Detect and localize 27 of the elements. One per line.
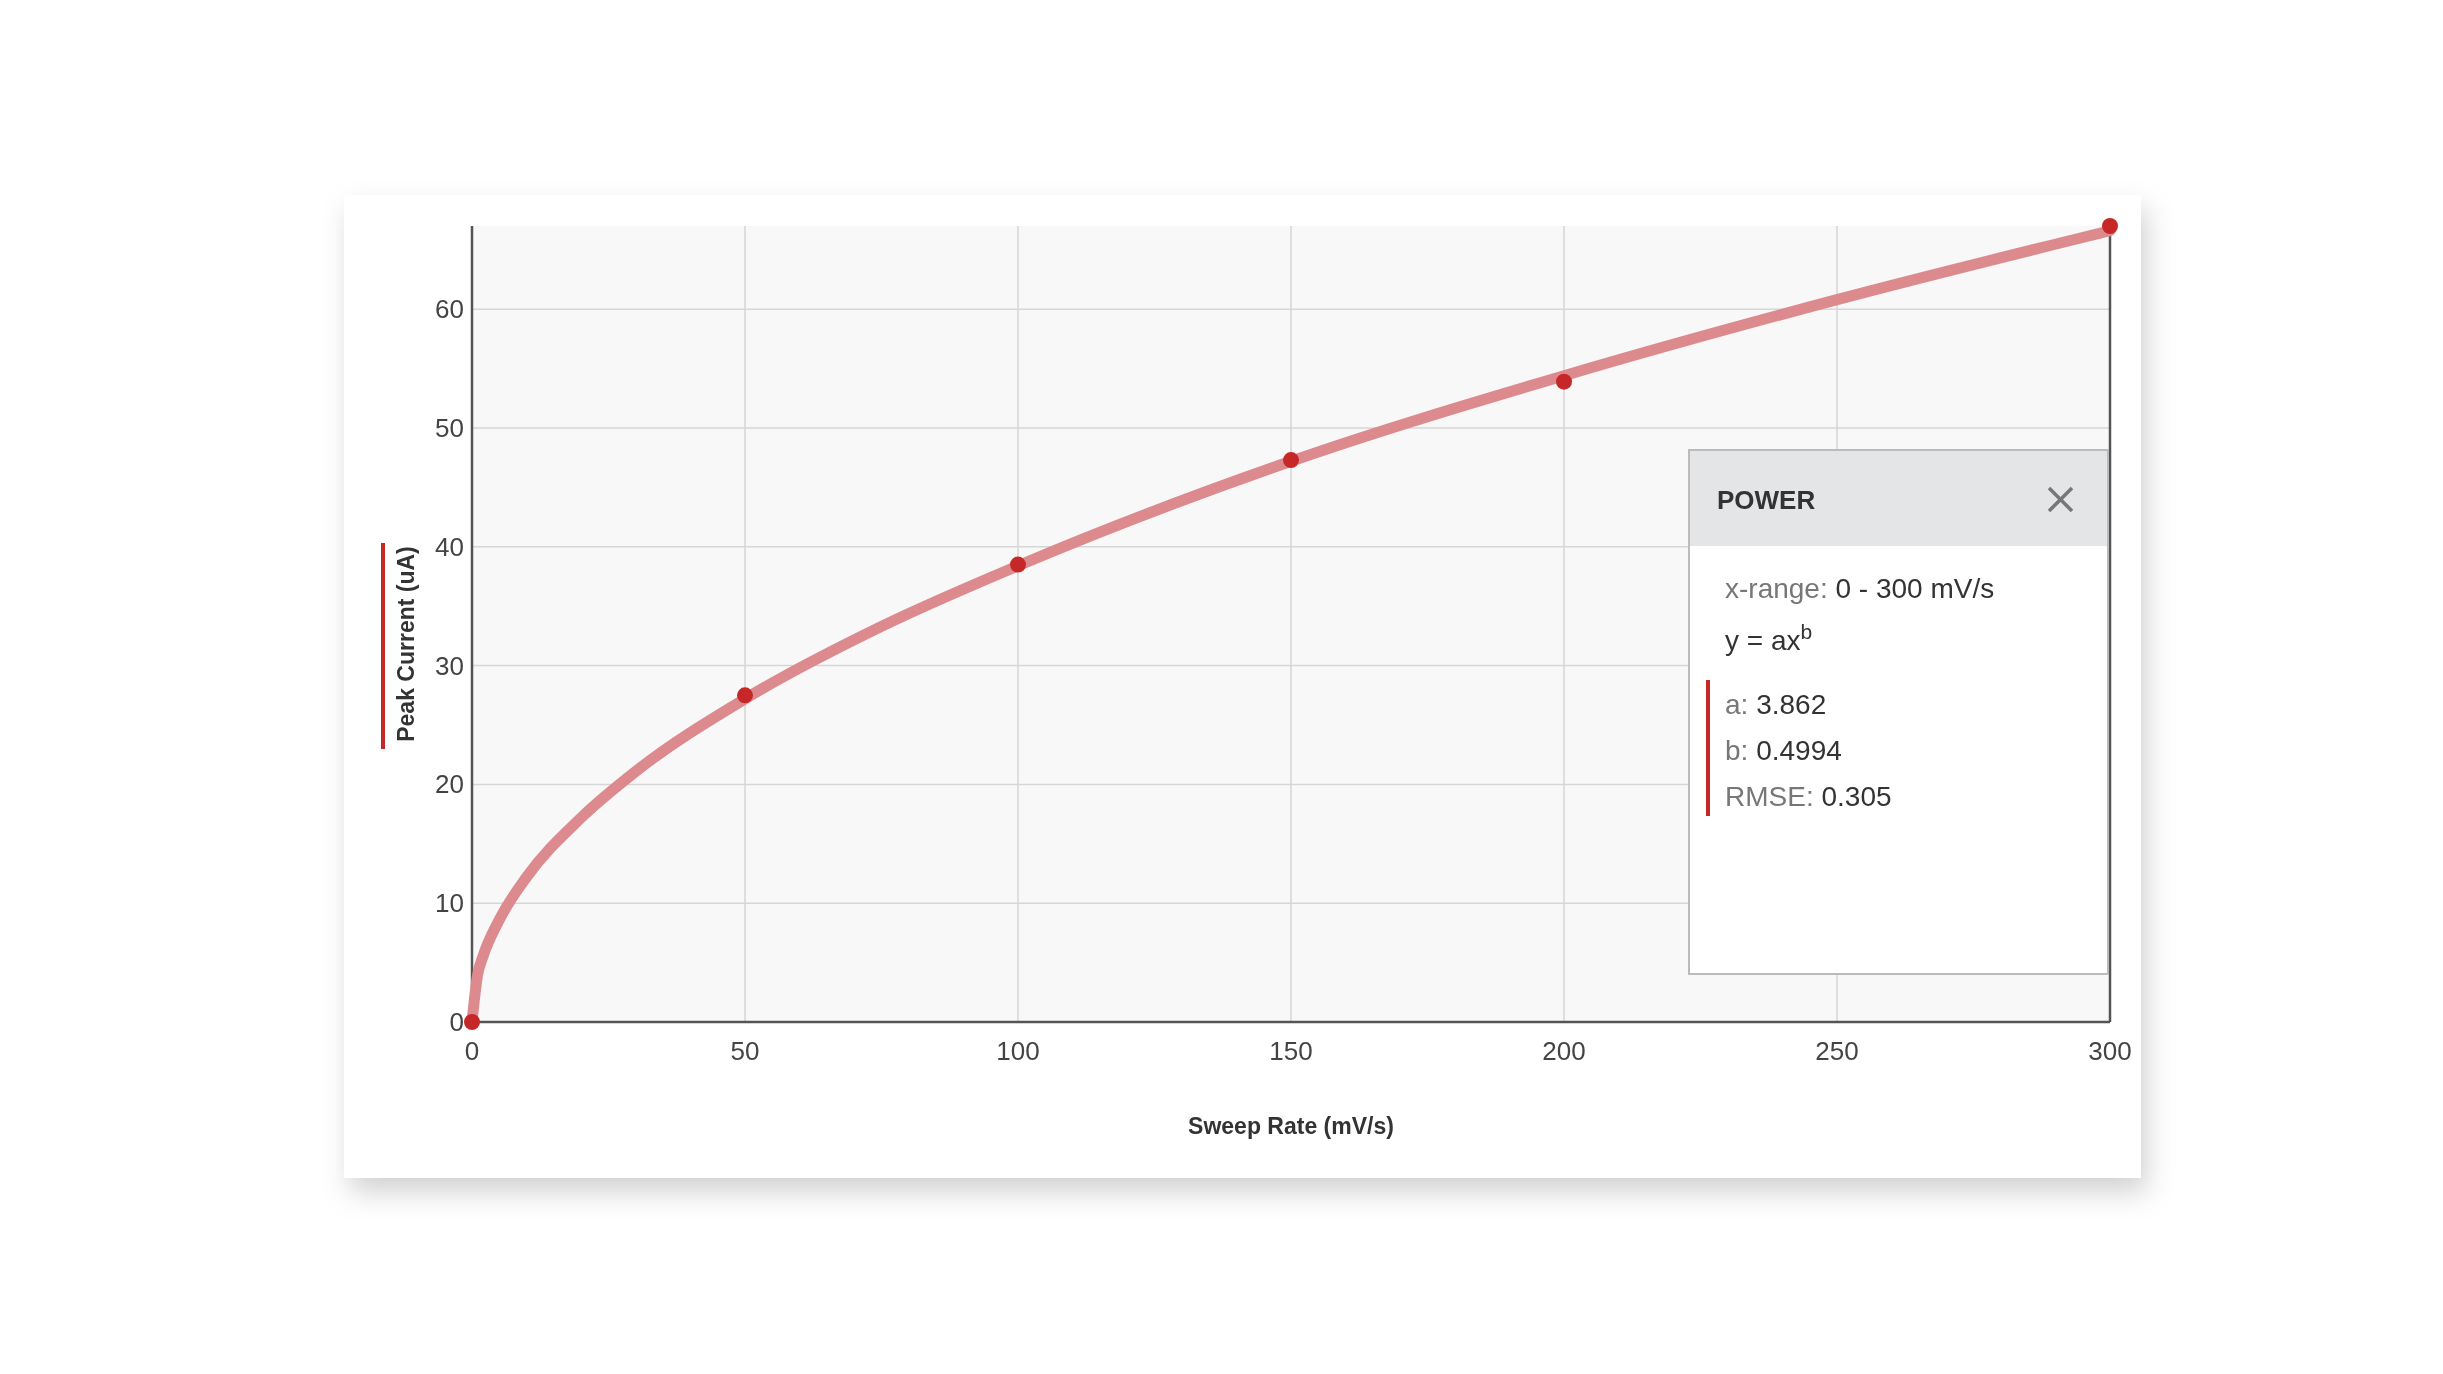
y-tick-label: 40 <box>435 531 464 562</box>
point <box>464 1014 480 1030</box>
x-tick-label: 300 <box>2088 1036 2132 1066</box>
y-tick-label: 30 <box>435 650 464 681</box>
annotation: a: 3.862 <box>1725 689 1827 720</box>
x-tick-label: 100 <box>996 1036 1040 1066</box>
y-axis-title: Peak Current (uA) <box>393 546 419 742</box>
annotation: POWER <box>1717 485 1816 515</box>
y-tick-label: 10 <box>435 888 464 919</box>
annotation: b: 0.4994 <box>1725 735 1842 766</box>
x-tick-label: 200 <box>1542 1036 1586 1066</box>
y-tick-label: 20 <box>435 769 464 800</box>
point <box>1556 373 1572 390</box>
x-axis-title: Sweep Rate (mV/s) <box>1188 1113 1394 1139</box>
point <box>1283 452 1299 469</box>
y-tick-label: 60 <box>435 294 464 325</box>
point <box>2102 218 2118 234</box>
annotation: y = ax$^{b}$ <box>1725 619 1813 656</box>
y-tick-label: 50 <box>435 412 464 443</box>
point <box>737 687 753 704</box>
annotation: RMSE: 0.305 <box>1725 781 1892 812</box>
x-tick-label: 250 <box>1815 1036 1859 1066</box>
x-tick-label: 50 <box>730 1036 760 1066</box>
y-tick-label: 0 <box>449 1007 464 1037</box>
annotation: x-range: 0 - 300 mV/s <box>1725 573 1995 604</box>
x-tick-label: 150 <box>1269 1036 1313 1066</box>
point <box>1010 556 1026 573</box>
